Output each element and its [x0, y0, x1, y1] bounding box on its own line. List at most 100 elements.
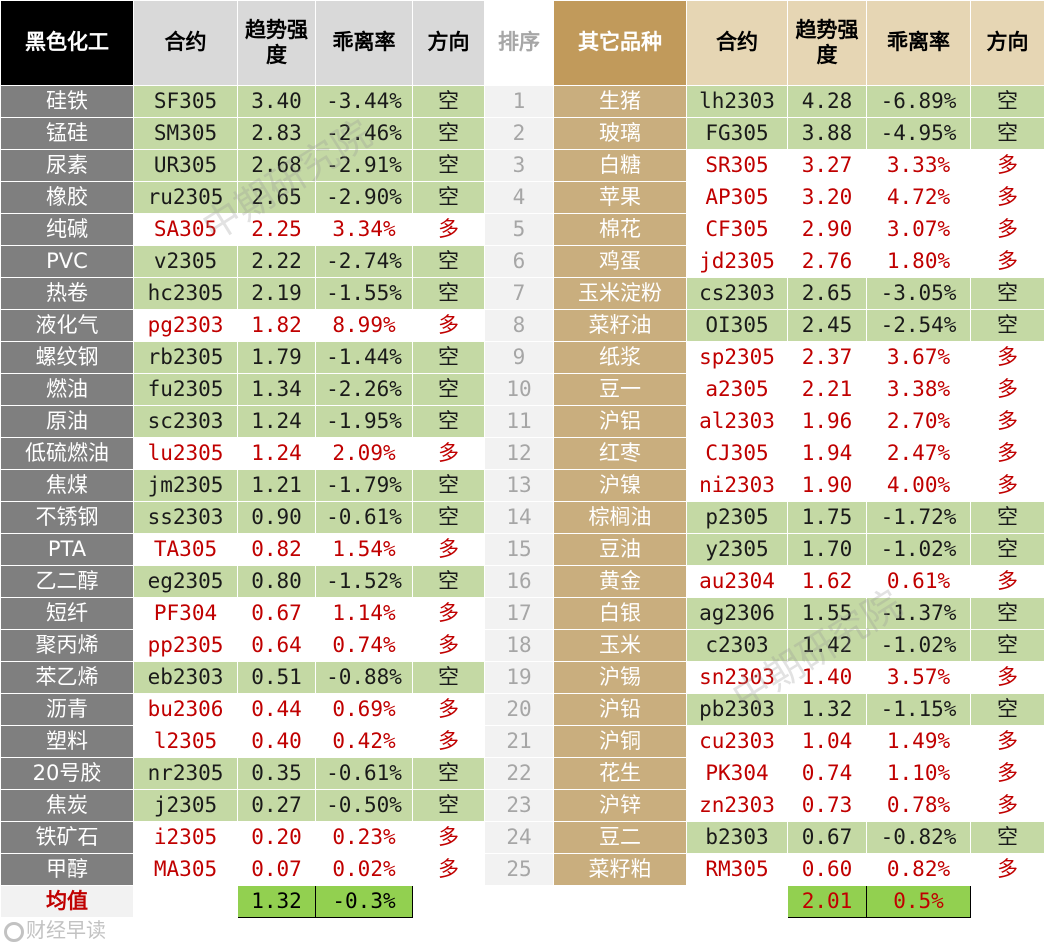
left-contract-code: UR305 [133, 149, 238, 182]
header-row: 黑色化工 合约 趋势强度 乖离率 方向 排序 其它品种 合约 趋势强度 乖离率 … [0, 0, 1044, 86]
left-trend-strength: 1.79 [237, 341, 316, 374]
left-direction: 空 [412, 181, 485, 214]
rank-header: 排序 [484, 0, 554, 86]
right-deviation-rate: -3.05% [866, 277, 971, 310]
rank-number: 7 [484, 277, 554, 310]
right-trend-strength: 2.45 [787, 309, 867, 342]
right-trend-strength: 1.04 [787, 725, 867, 758]
right-trend-strength: 1.94 [787, 437, 867, 470]
left-trend-strength: 2.25 [237, 213, 316, 246]
right-contract-code: sn2303 [686, 661, 788, 694]
left-direction: 多 [412, 853, 485, 886]
right-direction: 多 [970, 149, 1044, 182]
table-row: 橡胶 ru2305 2.65 -2.90% 空 4 苹果 AP305 3.20 4.72% 多 [0, 181, 1044, 214]
right-deviation-rate: -6.89% [866, 85, 971, 118]
left-contract-code: PF304 [133, 597, 238, 630]
rank-number: 12 [484, 437, 554, 470]
right-product-name: 纸浆 [553, 341, 687, 374]
right-direction: 多 [970, 245, 1044, 278]
left-trend-strength: 0.64 [237, 629, 316, 662]
left-contract-code: eg2305 [133, 565, 238, 598]
right-direction: 多 [970, 181, 1044, 214]
left-trend-strength: 0.67 [237, 597, 316, 630]
left-deviation-rate: 0.02% [315, 853, 413, 886]
logo-ring-icon [4, 921, 24, 942]
left-deviation-rate: -2.90% [315, 181, 413, 214]
left-trend-strength: 0.51 [237, 661, 316, 694]
rank-number: 6 [484, 245, 554, 278]
right-direction: 空 [970, 117, 1044, 150]
left-direction: 多 [412, 437, 485, 470]
left-deviation-rate: -1.52% [315, 565, 413, 598]
rank-number: 21 [484, 725, 554, 758]
left-direction: 多 [412, 693, 485, 726]
right-trend-strength: 2.37 [787, 341, 867, 374]
left-direction-header: 方向 [412, 0, 485, 86]
left-product-name: 螺纹钢 [0, 341, 134, 374]
right-contract-code: zn2303 [686, 789, 788, 822]
left-trend-strength: 0.82 [237, 533, 316, 566]
rank-number: 23 [484, 789, 554, 822]
rank-number: 17 [484, 597, 554, 630]
right-product-name: 沪锡 [553, 661, 687, 694]
right-contract-code: cs2303 [686, 277, 788, 310]
right-product-name: 棕榈油 [553, 501, 687, 534]
left-product-name: 乙二醇 [0, 565, 134, 598]
right-direction: 多 [970, 565, 1044, 598]
right-direction-header: 方向 [970, 0, 1044, 86]
rank-number: 20 [484, 693, 554, 726]
right-product-name: 沪铅 [553, 693, 687, 726]
right-deviation-rate: -2.54% [866, 309, 971, 342]
left-deviation-rate: 2.09% [315, 437, 413, 470]
left-contract-code: SF305 [133, 85, 238, 118]
left-direction: 空 [412, 757, 485, 790]
left-trend-strength: 1.24 [237, 437, 316, 470]
right-product-name: 菜籽油 [553, 309, 687, 342]
left-trend-strength: 3.40 [237, 85, 316, 118]
right-product-name: 白银 [553, 597, 687, 630]
average-blank-cell [412, 885, 485, 918]
left-deviation-rate: -0.50% [315, 789, 413, 822]
left-deviation-rate: 0.74% [315, 629, 413, 662]
left-direction: 空 [412, 469, 485, 502]
left-contract-code: eb2303 [133, 661, 238, 694]
right-contract-code: AP305 [686, 181, 788, 214]
right-deviation-rate: -4.95% [866, 117, 971, 150]
right-contract-code: SR305 [686, 149, 788, 182]
left-trend-strength: 0.44 [237, 693, 316, 726]
right-contract-code: b2303 [686, 821, 788, 854]
average-blank-cell [553, 885, 687, 918]
right-deviation-rate: 4.72% [866, 181, 971, 214]
right-deviation-rate: 0.82% [866, 853, 971, 886]
right-trend-strength: 1.96 [787, 405, 867, 438]
table-body: 硅铁 SF305 3.40 -3.44% 空 1 生猪 lh2303 4.28 -6.89% 空锰硅… [0, 85, 1044, 886]
left-product-name: 纯碱 [0, 213, 134, 246]
right-product-name: 红枣 [553, 437, 687, 470]
table-row: 螺纹钢 rb2305 1.79 -1.44% 空 9 纸浆 sp2305 2.37 3.67% 多 [0, 341, 1044, 374]
left-trend-strength: 0.40 [237, 725, 316, 758]
table-row: 沥青 bu2306 0.44 0.69% 多 20 沪铅 pb2303 1.32 -1.15% 空 [0, 693, 1044, 726]
right-contract-code: FG305 [686, 117, 788, 150]
left-direction: 空 [412, 277, 485, 310]
right-product-name: 沪铜 [553, 725, 687, 758]
left-product-name: 液化气 [0, 309, 134, 342]
right-trend-strength: 3.27 [787, 149, 867, 182]
left-product-name: PVC [0, 245, 134, 278]
right-contract-code: y2305 [686, 533, 788, 566]
right-deviation-rate: -1.15% [866, 693, 971, 726]
left-deviation-rate: -0.61% [315, 501, 413, 534]
rank-number: 3 [484, 149, 554, 182]
right-contract-code: au2304 [686, 565, 788, 598]
table-row: 20号胶 nr2305 0.35 -0.61% 空 22 花生 PK304 0.74 1.10% 多 [0, 757, 1044, 790]
right-product-name: 苹果 [553, 181, 687, 214]
right-average-deviation: 0.5% [866, 885, 971, 918]
rank-number: 13 [484, 469, 554, 502]
left-product-name: 热卷 [0, 277, 134, 310]
left-direction: 多 [412, 309, 485, 342]
left-deviation-rate: -1.79% [315, 469, 413, 502]
right-direction: 多 [970, 437, 1044, 470]
right-deviation-rate: 0.78% [866, 789, 971, 822]
rank-number: 22 [484, 757, 554, 790]
left-direction: 空 [412, 661, 485, 694]
right-direction: 多 [970, 341, 1044, 374]
